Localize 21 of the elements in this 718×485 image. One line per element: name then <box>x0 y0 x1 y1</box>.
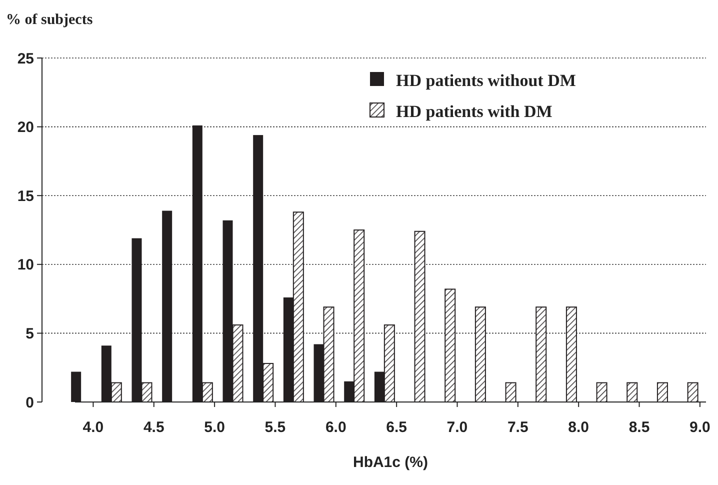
y-tick-label: 0 <box>26 394 34 412</box>
y-tick-label: 5 <box>26 325 34 342</box>
x-tick-label: 6.5 <box>386 419 407 436</box>
x-tick-label: 9.0 <box>690 419 710 436</box>
x-tick-label: 7.0 <box>446 419 468 436</box>
legend-label: HD patients without DM <box>396 70 576 90</box>
x-tick-label: 5.0 <box>204 419 225 436</box>
y-tick-label: 20 <box>17 119 34 136</box>
x-tick-label: 4.5 <box>143 419 164 436</box>
x-tick-label: 5.5 <box>264 419 286 436</box>
x-tick-label: 8.0 <box>568 419 590 436</box>
x-tick-label: 6.0 <box>325 419 346 436</box>
y-tick-label: 15 <box>17 188 34 205</box>
x-tick-label: 7.5 <box>507 419 528 436</box>
y-axis-title: % of subjects <box>6 12 93 28</box>
legend-label: HD patients with DM <box>396 102 552 121</box>
y-tick-label: 10 <box>17 256 34 274</box>
x-tick-label: 4.0 <box>82 419 104 436</box>
y-tick-label: 25 <box>17 50 34 68</box>
x-tick-label: 8.5 <box>628 419 650 436</box>
x-axis-title: HbA1c (%) <box>352 454 428 471</box>
